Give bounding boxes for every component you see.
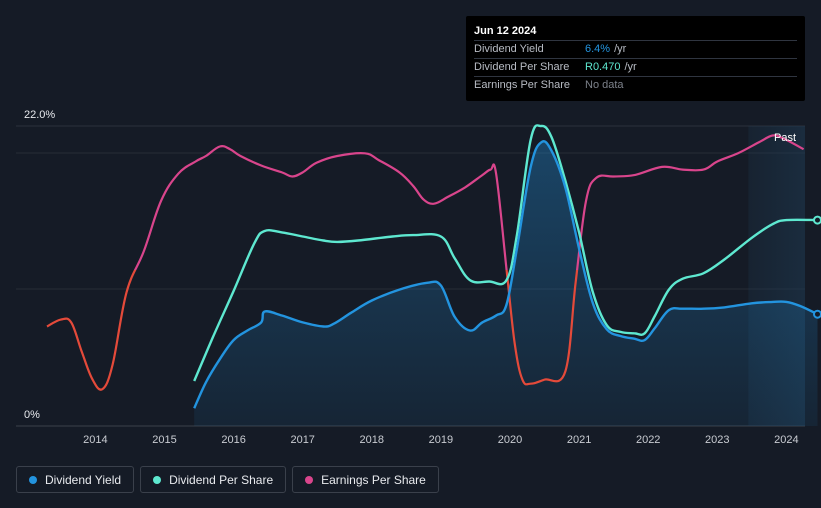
tooltip-row-dividend-yield: Dividend Yield 6.4% /yr: [474, 40, 797, 58]
x-tick-label-2018: 2018: [360, 434, 384, 446]
x-tick-label-2019: 2019: [429, 434, 453, 446]
legend-item-earnings-per-share[interactable]: Earnings Per Share: [292, 466, 439, 493]
x-tick-label-2016: 2016: [221, 434, 245, 446]
series-layer: [46, 124, 821, 427]
tooltip-value: No data: [585, 79, 624, 91]
y-axis-bottom-label: 0%: [24, 409, 40, 421]
legend-dot-icon: [29, 475, 37, 484]
x-tick-label-2015: 2015: [152, 434, 176, 446]
x-tick-label-2020: 2020: [498, 434, 522, 446]
x-tick-label-2022: 2022: [636, 434, 660, 446]
tooltip-value: 6.4%: [585, 43, 611, 55]
past-label: Past: [774, 132, 797, 144]
series-line-dividend-per-share: [193, 124, 818, 382]
tooltip-row-earnings-per-share: Earnings Per Share No data: [474, 76, 797, 94]
series-line-dividend-yield: [193, 140, 819, 409]
x-tick-label-2024: 2024: [774, 434, 798, 446]
y-axis-top-label: 22.0%: [24, 109, 55, 121]
tooltip-date: Jun 12 2024: [474, 25, 537, 37]
tooltip-unit: /yr: [624, 61, 637, 73]
legend-item-dividend-yield[interactable]: Dividend Yield: [16, 466, 135, 493]
legend: Dividend Yield Dividend Per Share Earnin…: [16, 466, 439, 493]
tooltip-row-dividend-per-share: Dividend Per Share R0.470 /yr: [474, 58, 797, 76]
legend-label: Dividend Yield: [45, 472, 122, 487]
x-axis-ticks: 2014 2015 2016 2017 2018 2019 2020 2021 2022 2023…: [83, 434, 798, 446]
legend-label: Dividend Per Share: [169, 472, 274, 487]
tooltip-label: Dividend Per Share: [474, 61, 570, 73]
tooltip-unit: /yr: [614, 43, 627, 55]
legend-dot-icon: [153, 475, 162, 484]
series-area-dividend-yield: [194, 141, 818, 427]
series-line-earnings-per-share: [133, 134, 805, 270]
series-end-marker-dividend-per-share: [813, 215, 821, 225]
x-tick-label-2023: 2023: [705, 434, 729, 446]
x-tick-label-2014: 2014: [83, 434, 107, 446]
tooltip: Jun 12 2024 Dividend Yield 6.4% /yr Divi…: [466, 16, 805, 101]
tooltip-value: R0.470: [585, 61, 621, 73]
tooltip-label: Dividend Yield: [474, 43, 544, 55]
tooltip-label: Earnings Per Share: [474, 79, 570, 91]
x-tick-label-2017: 2017: [290, 434, 314, 446]
legend-label: Earnings Per Share: [321, 472, 426, 487]
x-tick-label-2021: 2021: [567, 434, 591, 446]
legend-dot-icon: [305, 475, 314, 484]
series-end-marker-dividend-yield: [813, 309, 821, 319]
legend-item-dividend-per-share[interactable]: Dividend Per Share: [140, 466, 287, 493]
